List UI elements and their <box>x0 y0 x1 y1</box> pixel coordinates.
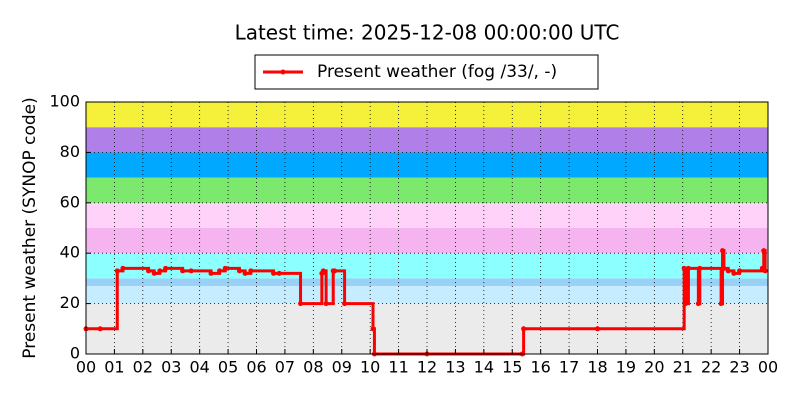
x-tick-label: 01 <box>104 358 124 377</box>
data-point <box>180 268 186 274</box>
y-tick-label: 100 <box>49 92 80 111</box>
x-tick-label: 10 <box>360 358 380 377</box>
legend: Present weather (fog /33/, -) <box>254 54 599 90</box>
x-tick-label: 00 <box>758 358 778 377</box>
data-point <box>737 268 743 274</box>
band <box>86 228 768 254</box>
band <box>86 127 768 153</box>
chart-title: Latest time: 2025-12-08 00:00:00 UTC <box>235 21 620 45</box>
x-tick-label: 02 <box>133 358 153 377</box>
legend-box <box>254 54 599 90</box>
y-tick-label: 20 <box>60 293 80 312</box>
data-point <box>697 265 703 271</box>
x-tick-label: 03 <box>161 358 181 377</box>
data-point <box>222 265 228 271</box>
data-point <box>721 265 727 271</box>
x-tick-label: 05 <box>218 358 238 377</box>
data-point <box>725 268 731 274</box>
x-tick-label: 11 <box>388 358 408 377</box>
data-point <box>731 270 737 276</box>
x-tick-label: 20 <box>644 358 664 377</box>
bands <box>86 102 768 354</box>
data-point <box>208 270 214 276</box>
data-point <box>298 301 304 307</box>
legend-label: Present weather (fog /33/, -) <box>317 62 557 82</box>
data-point <box>681 265 687 271</box>
series <box>83 248 768 357</box>
data-point <box>320 268 326 274</box>
data-point <box>163 265 169 271</box>
data-point <box>685 265 691 271</box>
legend-marker <box>280 69 286 75</box>
data-point <box>720 248 726 254</box>
data-point <box>718 301 724 307</box>
data-point <box>217 268 223 274</box>
data-point <box>683 301 689 307</box>
data-point <box>151 270 157 276</box>
data-point <box>342 301 348 307</box>
data-point <box>188 268 194 274</box>
data-point <box>97 326 103 332</box>
data-point <box>242 270 248 276</box>
data-point <box>120 265 126 271</box>
data-point <box>761 248 767 254</box>
y-tick-label: 60 <box>60 192 80 211</box>
x-tick-label: 17 <box>559 358 579 377</box>
data-point <box>236 268 242 274</box>
x-tick-label: 19 <box>616 358 636 377</box>
x-tick-label: 15 <box>502 358 522 377</box>
data-point <box>248 268 254 274</box>
data-point <box>762 268 768 274</box>
data-point <box>323 301 329 307</box>
x-tick-label: 12 <box>417 358 437 377</box>
x-tick-label: 04 <box>189 358 209 377</box>
x-tick-label: 13 <box>445 358 465 377</box>
data-point <box>276 270 282 276</box>
data-point <box>114 268 120 274</box>
data-point <box>695 301 701 307</box>
band <box>86 152 768 178</box>
data-point <box>146 268 152 274</box>
x-tick-label: 00 <box>76 358 96 377</box>
y-axis-label: Present weather (SYNOP code) <box>20 97 40 358</box>
ticks: 0 20 40 60 80 100 00 01 02 03 04 05 06 07 08 09 10 11 12 13… <box>49 92 778 377</box>
y-tick-label: 80 <box>60 142 80 161</box>
x-tick-label: 22 <box>701 358 721 377</box>
data-point <box>595 326 600 332</box>
x-tick-label: 08 <box>303 358 323 377</box>
x-tick-label: 14 <box>474 358 494 377</box>
data-point <box>271 270 277 276</box>
y-tick-label: 40 <box>60 243 80 262</box>
y-tick-label: 0 <box>70 344 80 363</box>
data-point <box>521 326 527 332</box>
data-point <box>332 268 338 274</box>
x-tick-label: 07 <box>275 358 295 377</box>
data-point <box>157 268 163 274</box>
x-tick-label: 23 <box>729 358 749 377</box>
x-tick-label: 06 <box>246 358 266 377</box>
x-tick-label: 16 <box>530 358 550 377</box>
data-point <box>370 326 376 332</box>
x-tick-label: 09 <box>332 358 352 377</box>
x-tick-label: 18 <box>587 358 607 377</box>
x-tick-label: 21 <box>673 358 693 377</box>
